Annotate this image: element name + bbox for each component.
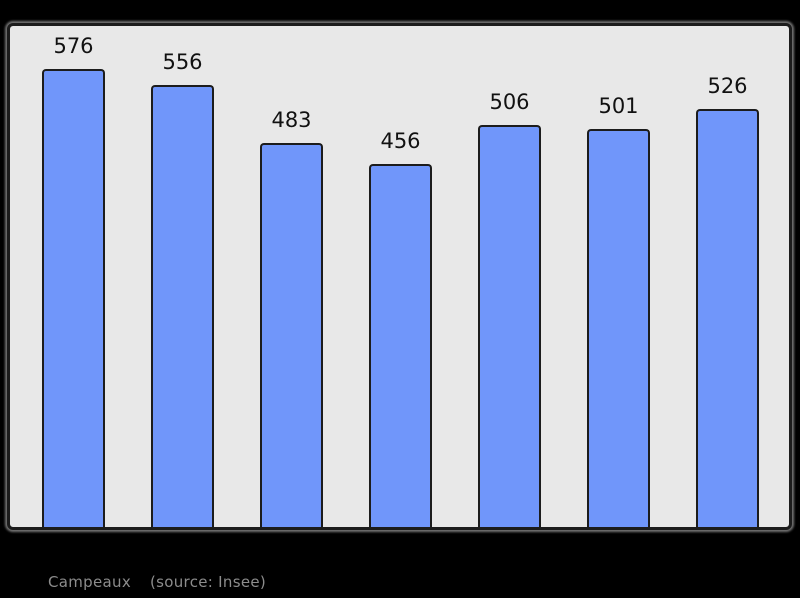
- bar: [587, 129, 650, 527]
- bar-value-label: 526: [707, 74, 748, 98]
- plot-area: 576 556 483 456 506 501 526: [7, 23, 792, 530]
- bar: [478, 125, 541, 527]
- footer-source-label: (source: Insee): [150, 573, 267, 591]
- bar-value-label: 576: [53, 34, 94, 58]
- bar: [696, 109, 759, 527]
- bar-value-label: 506: [489, 90, 530, 114]
- bar: [260, 143, 323, 527]
- bars-container: 576 556 483 456 506 501 526: [10, 26, 789, 527]
- footer-place-label: Campeaux: [48, 573, 132, 591]
- bar-value-label: 456: [380, 129, 421, 153]
- bar: [369, 164, 432, 527]
- bar-value-label: 556: [162, 50, 203, 74]
- bar-value-label: 501: [598, 94, 639, 118]
- bar: [42, 69, 105, 527]
- bar: [151, 85, 214, 527]
- bar-value-label: 483: [271, 108, 312, 132]
